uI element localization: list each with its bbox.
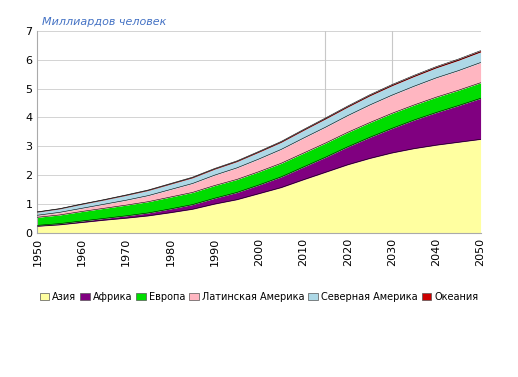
Legend: Азия, Африка, Европа, Латинская Америка, Северная Америка, Океания: Азия, Африка, Европа, Латинская Америка,… xyxy=(36,288,482,306)
Text: Миллиардов человек: Миллиардов человек xyxy=(42,17,166,27)
